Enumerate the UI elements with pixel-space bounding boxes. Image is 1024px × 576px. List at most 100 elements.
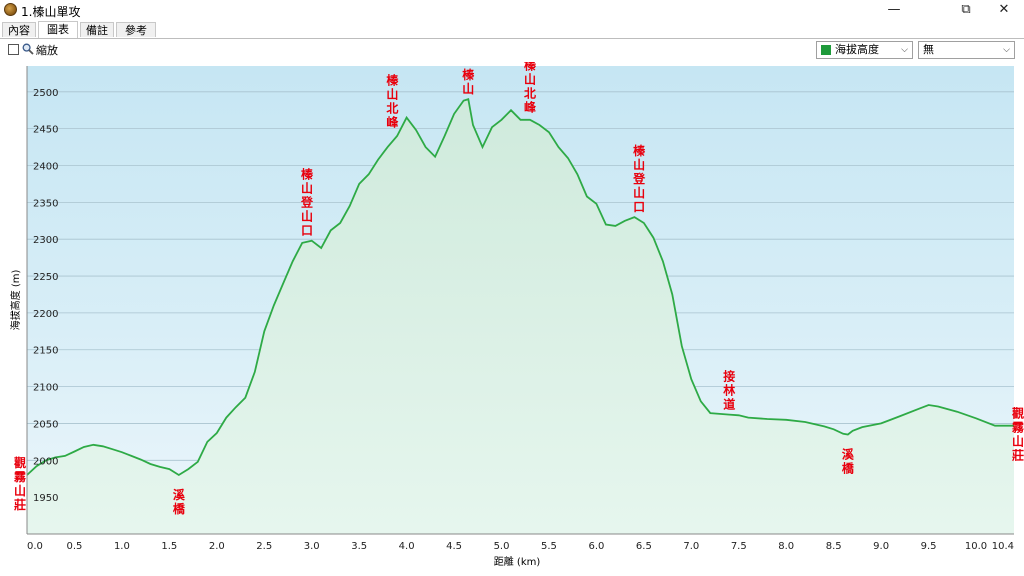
y-tick-label: 2450	[33, 125, 58, 136]
x-tick-label: 10.4	[992, 541, 1014, 552]
annotation-char: 山	[301, 209, 313, 224]
x-tick-label: 8.0	[778, 541, 794, 552]
x-tick-label: 5.5	[541, 541, 557, 552]
x-tick-label: 7.0	[683, 541, 699, 552]
annotation-char: 觀	[1012, 406, 1024, 421]
tab-notes[interactable]: 備註	[80, 22, 114, 37]
annotation-char: 榛	[524, 62, 537, 73]
restore-button[interactable]: ⧉	[948, 0, 984, 20]
y-tick-labels: 1950 2000 2050 2100 2150 2200 2250 2300 2350 2400…	[33, 88, 58, 504]
annotation-char: 山	[462, 81, 474, 96]
annotation-label: 溪橋	[173, 487, 186, 516]
y-tick-label: 1950	[33, 493, 58, 504]
tab-chart[interactable]: 圖表	[38, 21, 78, 38]
y-tick-label: 2250	[33, 272, 58, 283]
annotation-char: 榛	[462, 67, 475, 82]
x-tick-label: 6.5	[636, 541, 652, 552]
annotation-char: 道	[723, 397, 735, 412]
zoom-label: 縮放	[36, 44, 58, 57]
zoom-checkbox[interactable]	[8, 44, 19, 55]
secondary-select-value: 無	[923, 43, 934, 56]
series-color-swatch	[821, 45, 831, 55]
annotation-char: 莊	[13, 497, 26, 512]
annotation-char: 霧	[1012, 421, 1024, 435]
annotation-char: 山	[1012, 434, 1024, 449]
elevation-area-fill	[27, 99, 1014, 534]
annotation-char: 峰	[386, 114, 399, 129]
annotation-char: 峰	[524, 100, 537, 115]
annotation-char: 林	[723, 383, 735, 398]
x-tick-labels: 0.0 0.5 1.0 1.5 2.0 2.5 3.0 3.5 4.0 4.5 5.0 5.5 6.0 6…	[27, 541, 1014, 552]
annotation-char: 霧	[14, 470, 27, 484]
annotation-char: 登	[632, 171, 646, 186]
title-bar: 1.榛山單攻 — ⧉ ✕	[0, 0, 1024, 20]
annotation-char: 山	[14, 483, 26, 498]
tab-bar: 內容 圖表 備註 參考	[0, 21, 1024, 39]
x-tick-label: 9.5	[921, 541, 937, 552]
chevron-down-icon: ⌵	[1003, 45, 1010, 55]
x-tick-label: 6.0	[588, 541, 604, 552]
annotation-char: 北	[386, 100, 398, 115]
x-tick-label: 3.5	[351, 541, 367, 552]
annotation-char: 橋	[842, 461, 855, 476]
x-tick-label: 1.0	[114, 541, 130, 552]
series-select[interactable]: 海拔高度 ⌵	[816, 41, 913, 59]
annotation-char: 榛	[386, 72, 399, 87]
x-tick-label: 7.5	[731, 541, 747, 552]
annotation-char: 登	[300, 195, 314, 210]
secondary-select[interactable]: 無 ⌵	[918, 41, 1015, 59]
annotation-char: 山	[386, 86, 398, 101]
x-tick-label: 0.5	[66, 541, 82, 552]
close-button[interactable]: ✕	[986, 0, 1022, 20]
app-icon	[4, 3, 17, 16]
elevation-chart: 1950 2000 2050 2100 2150 2200 2250 2300 2350 2400…	[9, 62, 1024, 568]
y-axis-label: 海拔高度 (m)	[9, 270, 22, 331]
chart-toolbar: 縮放 海拔高度 ⌵ 無 ⌵	[0, 39, 1024, 63]
restore-icon: ⧉	[961, 2, 971, 17]
x-tick-label: 8.5	[826, 541, 842, 552]
annotation-char: 溪	[173, 487, 186, 502]
chevron-down-icon: ⌵	[901, 45, 908, 55]
y-tick-label: 2350	[33, 198, 58, 209]
elevation-line	[26, 98, 1014, 477]
y-tick-label: 2000	[33, 456, 58, 467]
annotation-char: 接	[723, 369, 735, 384]
y-tick-label: 2300	[33, 235, 58, 246]
x-tick-label: 9.0	[873, 541, 889, 552]
y-tick-label: 2150	[33, 346, 58, 357]
close-icon: ✕	[998, 2, 1010, 17]
annotation-char: 口	[633, 200, 645, 214]
series-select-value: 海拔高度	[835, 43, 879, 56]
x-tick-label: 2.5	[256, 541, 272, 552]
annotation-char: 山	[524, 72, 536, 87]
x-tick-label: 4.0	[399, 541, 415, 552]
y-tick-label: 2400	[33, 161, 58, 172]
x-tick-label: 0.0	[27, 541, 43, 552]
window-title: 1.榛山單攻	[21, 5, 81, 19]
x-tick-label: 3.0	[304, 541, 320, 552]
tab-content[interactable]: 內容	[2, 22, 36, 37]
annotation-label: 榛山	[462, 67, 475, 96]
y-tick-label: 2100	[33, 383, 58, 394]
x-tick-label: 10.0	[965, 541, 987, 552]
annotation-char: 榛	[633, 143, 646, 158]
annotation-label: 接林道	[723, 369, 735, 412]
annotation-char: 橋	[173, 501, 186, 516]
x-tick-label: 5.0	[494, 541, 510, 552]
annotation-char: 口	[301, 224, 313, 238]
annotation-char: 山	[301, 181, 313, 196]
annotation-char: 榛	[301, 167, 314, 182]
y-tick-label: 2500	[33, 88, 58, 99]
annotation-char: 北	[524, 86, 536, 101]
annotation-char: 山	[633, 157, 645, 172]
y-tick-label: 2050	[33, 419, 58, 430]
tab-references[interactable]: 參考	[116, 22, 156, 37]
minimize-button[interactable]: —	[876, 0, 912, 20]
